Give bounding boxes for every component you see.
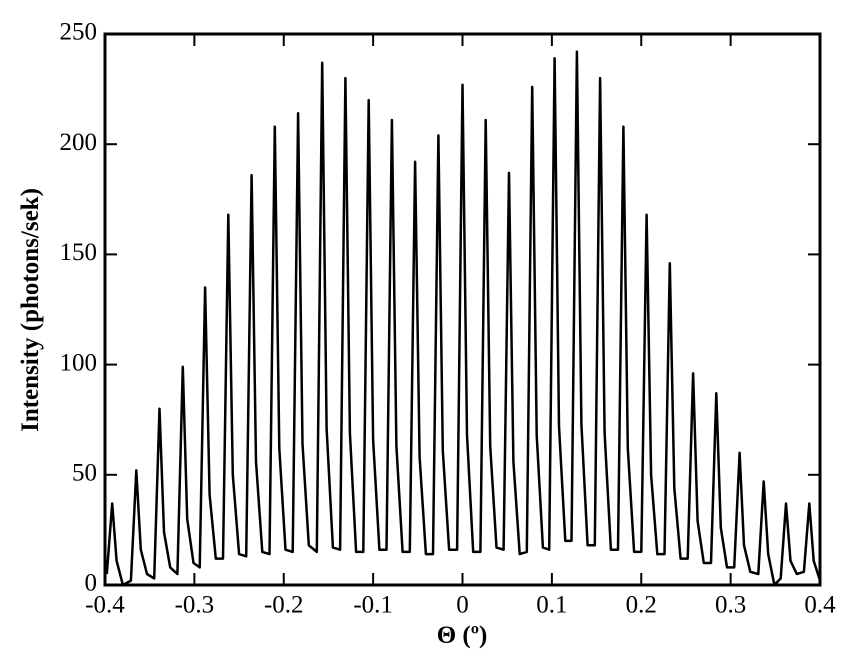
plot-frame — [103, 32, 822, 587]
x-tick-label: 0.2 — [626, 592, 657, 619]
x-tick-label: 0.1 — [536, 592, 567, 619]
y-tick-label: 250 — [60, 19, 98, 46]
y-axis-label: Intensity (photons/sek) — [17, 188, 44, 432]
y-tick-label: 50 — [72, 460, 97, 487]
x-tick-label: 0 — [456, 592, 469, 619]
y-tick-label: 0 — [85, 570, 98, 597]
x-tick-label: 0.3 — [715, 592, 746, 619]
x-tick-label: -0.2 — [264, 592, 304, 619]
x-tick-label: -0.4 — [85, 592, 125, 619]
x-tick-label: 0.4 — [804, 592, 836, 619]
x-axis-label: Θ (º) — [437, 622, 488, 649]
data-line — [105, 50, 822, 587]
x-tick-label: -0.3 — [175, 592, 215, 619]
x-tick-label: -0.1 — [353, 592, 393, 619]
y-tick-label: 200 — [60, 129, 98, 156]
y-tick-label: 100 — [60, 349, 98, 376]
y-tick-label: 150 — [60, 239, 98, 266]
